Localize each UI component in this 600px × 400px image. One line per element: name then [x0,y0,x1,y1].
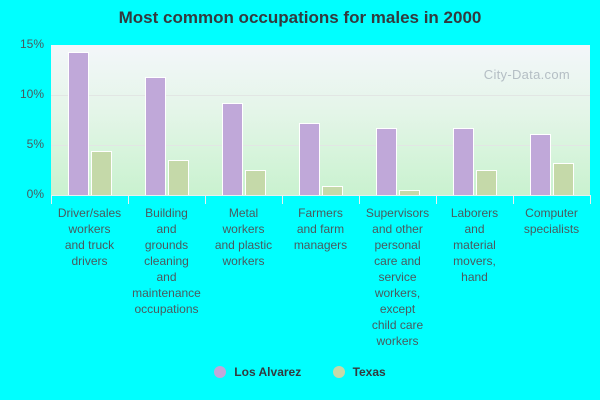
legend-item-texas[interactable]: Texas [332,365,386,379]
x-tick-label: Metal workers and plastic workers [214,206,273,268]
x-tick [205,195,206,204]
watermark: City-Data.com [483,67,570,82]
x-tick [436,195,437,204]
x-tick-label: Farmers and farm managers [293,206,348,252]
bar-texas[interactable] [322,186,343,195]
x-axis-line [51,195,590,196]
bar-los-alvarez[interactable] [376,128,397,195]
x-tick [282,195,283,204]
bar-los-alvarez[interactable] [530,134,551,195]
x-tick [359,195,360,204]
legend-swatch-icon [332,366,345,378]
bar-texas[interactable] [91,151,112,195]
legend-label: Los Alvarez [234,365,302,379]
chart-title: Most common occupations for males in 200… [118,8,482,27]
x-tick [128,195,129,204]
y-tick-label: 5% [26,137,44,151]
plot-area: City-Data.com [51,45,590,195]
bar-texas[interactable] [168,160,189,195]
bar-los-alvarez[interactable] [145,77,166,195]
y-tick-label: 0% [26,187,44,201]
legend-label: Texas [352,365,386,379]
legend: Los Alvarez Texas [0,365,600,381]
gridline [51,145,590,146]
x-tick [590,195,591,204]
x-tick-label: Supervisors and other personal care and … [365,206,430,348]
bar-texas[interactable] [245,170,266,195]
bar-texas[interactable] [399,190,420,195]
y-tick-label: 10% [19,87,44,101]
bar-texas[interactable] [476,170,497,195]
legend-item-los-alvarez[interactable]: Los Alvarez [214,365,301,379]
x-tick-label: Driver/sales workers and truck drivers [57,206,122,268]
y-tick-label: 15% [19,37,44,51]
bar-los-alvarez[interactable] [299,123,320,195]
legend-swatch-icon [214,366,227,378]
x-tick [513,195,514,204]
x-tick-label: Computer specialists [523,206,580,236]
x-tick-label: Laborers and material movers, hand [450,206,499,284]
gridline [51,95,590,96]
x-tick-label: Building and grounds cleaning and mainte… [132,206,201,316]
bar-texas[interactable] [553,163,574,195]
x-tick [51,195,52,204]
bar-los-alvarez[interactable] [68,52,89,195]
bar-los-alvarez[interactable] [222,103,243,195]
bar-los-alvarez[interactable] [453,128,474,195]
